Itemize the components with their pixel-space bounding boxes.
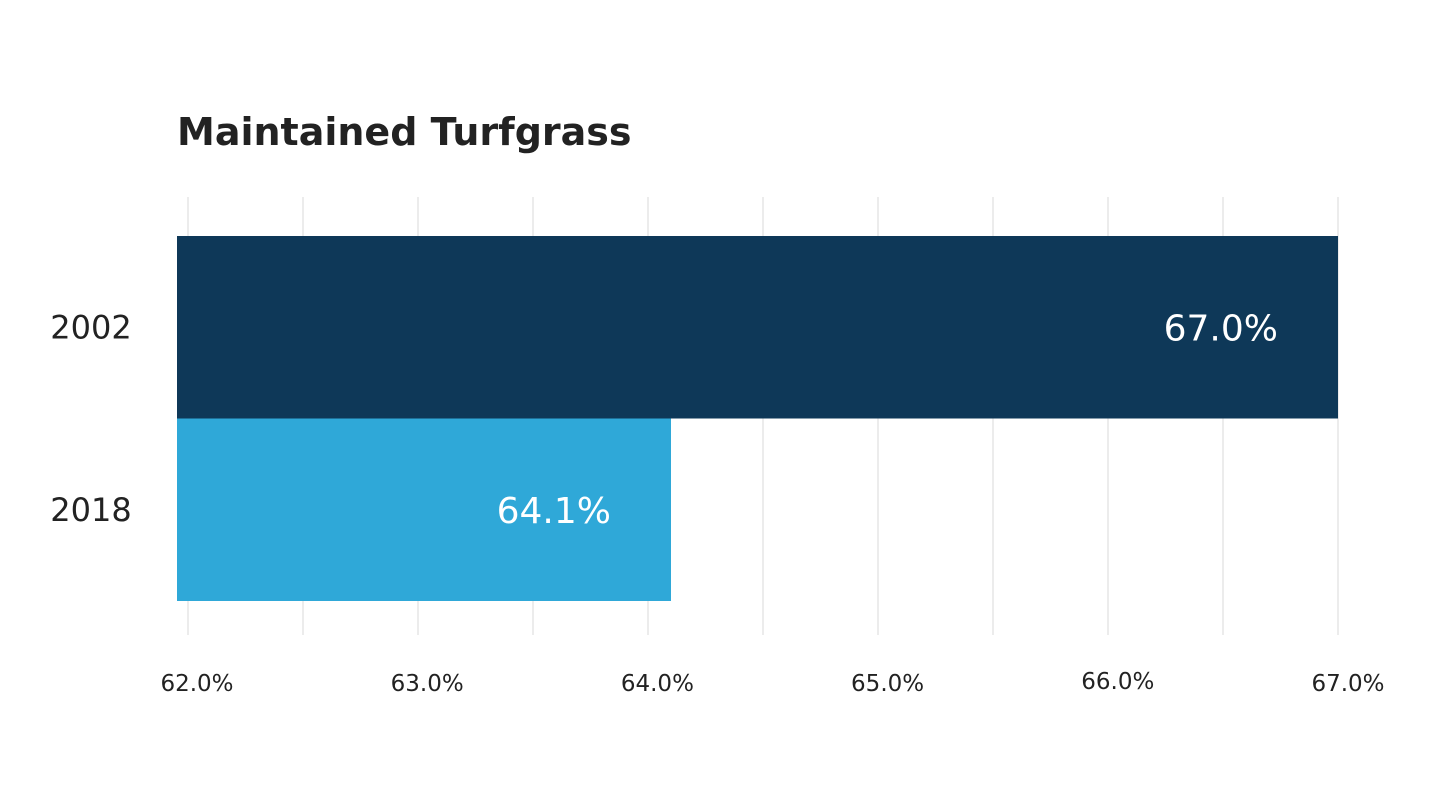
x-tick-label: 66.0% <box>1081 669 1154 695</box>
x-tick-label: 64.0% <box>621 671 694 697</box>
category-label: 2002 <box>50 308 131 346</box>
x-axis-tick-labels: 62.0% 63.0% 64.0% 65.0% 66.0% 67.0% <box>160 669 1384 697</box>
category-labels: 2002 2018 <box>50 308 131 529</box>
x-tick-label: 63.0% <box>391 671 464 697</box>
x-tick-label: 65.0% <box>851 671 924 697</box>
bar-2002 <box>177 236 1338 419</box>
x-tick-label: 67.0% <box>1311 671 1384 697</box>
category-label: 2018 <box>50 491 131 529</box>
bar-value-label: 67.0% <box>1164 308 1278 349</box>
x-tick-label: 62.0% <box>160 671 233 697</box>
bars: 67.0% 64.1% <box>177 236 1338 601</box>
bar-2018 <box>177 418 671 601</box>
bar-value-label: 64.1% <box>497 491 611 532</box>
chart-title: Maintained Turfgrass <box>177 110 632 154</box>
